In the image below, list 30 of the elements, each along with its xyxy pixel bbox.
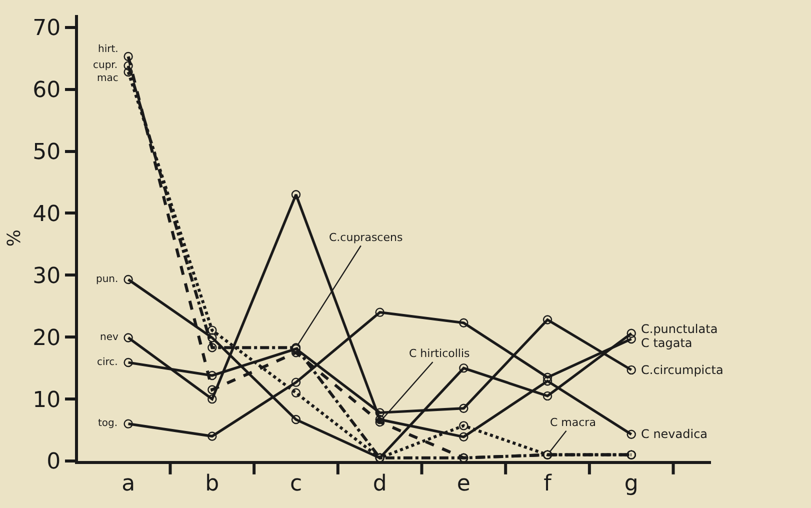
- y-tick-label: 30: [32, 264, 61, 289]
- y-axis-title: %: [4, 229, 25, 247]
- annotation: circ.: [97, 357, 118, 368]
- annotation: hirt.: [98, 44, 118, 55]
- y-tick-label: 20: [32, 326, 61, 351]
- y-tick-label: 40: [32, 202, 61, 227]
- annotation: mac: [97, 73, 118, 84]
- annotation: C macra: [550, 416, 596, 429]
- annotation: C hirticollis: [409, 347, 470, 360]
- y-tick-label: 50: [32, 140, 61, 165]
- annotation: pun.: [96, 274, 118, 285]
- y-tick-label: 0: [46, 450, 61, 475]
- x-tick-label: f: [544, 471, 553, 496]
- x-tick-label: d: [372, 471, 387, 496]
- y-tick-label: 60: [32, 78, 61, 104]
- annotation: tog.: [98, 418, 118, 429]
- annotation: C.cuprascens: [329, 231, 403, 244]
- annotation: nev: [100, 332, 118, 343]
- annotation: cupr.: [93, 60, 118, 71]
- x-tick-label: a: [122, 471, 136, 496]
- x-tick-label: c: [290, 471, 302, 496]
- x-tick-label: g: [624, 471, 638, 496]
- series-label: C nevadica: [641, 427, 708, 441]
- x-tick-label: b: [205, 471, 220, 496]
- series-label: C tagata: [641, 336, 692, 350]
- series-label: C.circumpicta: [641, 363, 724, 377]
- x-tick-label: e: [456, 471, 470, 496]
- y-tick-label: 70: [32, 16, 61, 42]
- y-tick-label: 10: [32, 388, 61, 413]
- series-label: C.punctulata: [641, 322, 718, 336]
